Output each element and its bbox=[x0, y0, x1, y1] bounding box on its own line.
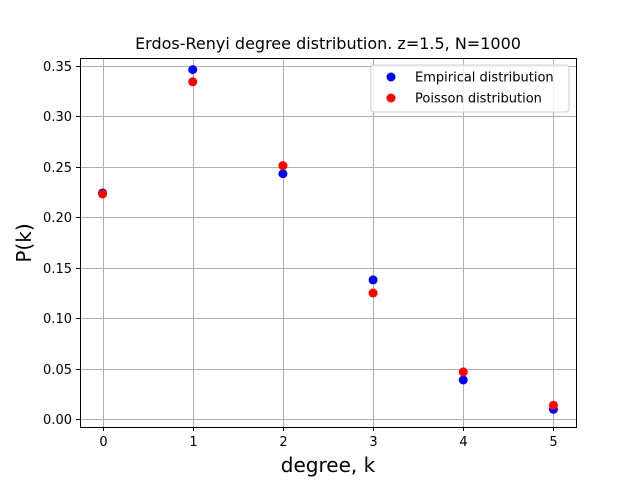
y-tick-label: 0.10 bbox=[43, 312, 72, 327]
point-series-0-k2 bbox=[278, 169, 288, 179]
x-tick-label: 0 bbox=[99, 435, 107, 450]
point-series-0-k3 bbox=[368, 275, 378, 285]
legend: Empirical distribution Poisson distributi… bbox=[370, 64, 570, 113]
y-axis-label: P(k) bbox=[12, 223, 36, 262]
legend-box bbox=[370, 64, 570, 113]
point-series-1-k3 bbox=[368, 288, 378, 298]
point-series-1-k0 bbox=[98, 189, 108, 199]
y-tick-label: 0.20 bbox=[43, 211, 72, 226]
chart-title: Erdos-Renyi degree distribution. z=1.5, … bbox=[135, 34, 521, 53]
y-tick-label: 0.05 bbox=[43, 363, 72, 378]
point-series-0-k4 bbox=[458, 375, 468, 385]
x-tick-label: 5 bbox=[549, 435, 557, 450]
y-tick-label: 0.00 bbox=[43, 413, 72, 428]
x-axis-label: degree, k bbox=[281, 453, 376, 477]
x-tick-label: 4 bbox=[459, 435, 467, 450]
point-series-0-k1 bbox=[188, 65, 198, 75]
axis-ticks: 0 1 2 3 4 5 0.00 0.05 0.10 0.15 0.20 0.25 0.30 0.35 bbox=[43, 60, 558, 450]
x-tick-label: 3 bbox=[369, 435, 377, 450]
point-series-1-k1 bbox=[188, 77, 198, 87]
y-tick-label: 0.30 bbox=[43, 110, 72, 125]
legend-label-series-0: Empirical distribution bbox=[415, 71, 554, 86]
legend-label-series-1: Poisson distribution bbox=[415, 92, 542, 107]
data-points bbox=[98, 65, 558, 414]
legend-marker-series-0 bbox=[386, 72, 396, 82]
plot-frame bbox=[80, 58, 577, 428]
point-series-1-k4 bbox=[458, 367, 468, 377]
point-series-1-k5 bbox=[548, 400, 558, 410]
grid bbox=[80, 58, 576, 427]
x-tick-label: 2 bbox=[279, 435, 287, 450]
y-tick-label: 0.15 bbox=[43, 262, 72, 277]
y-tick-label: 0.35 bbox=[43, 60, 72, 75]
legend-marker-series-1 bbox=[386, 93, 396, 103]
point-series-1-k2 bbox=[278, 161, 288, 171]
x-tick-label: 1 bbox=[189, 435, 197, 450]
y-tick-label: 0.25 bbox=[43, 161, 72, 176]
